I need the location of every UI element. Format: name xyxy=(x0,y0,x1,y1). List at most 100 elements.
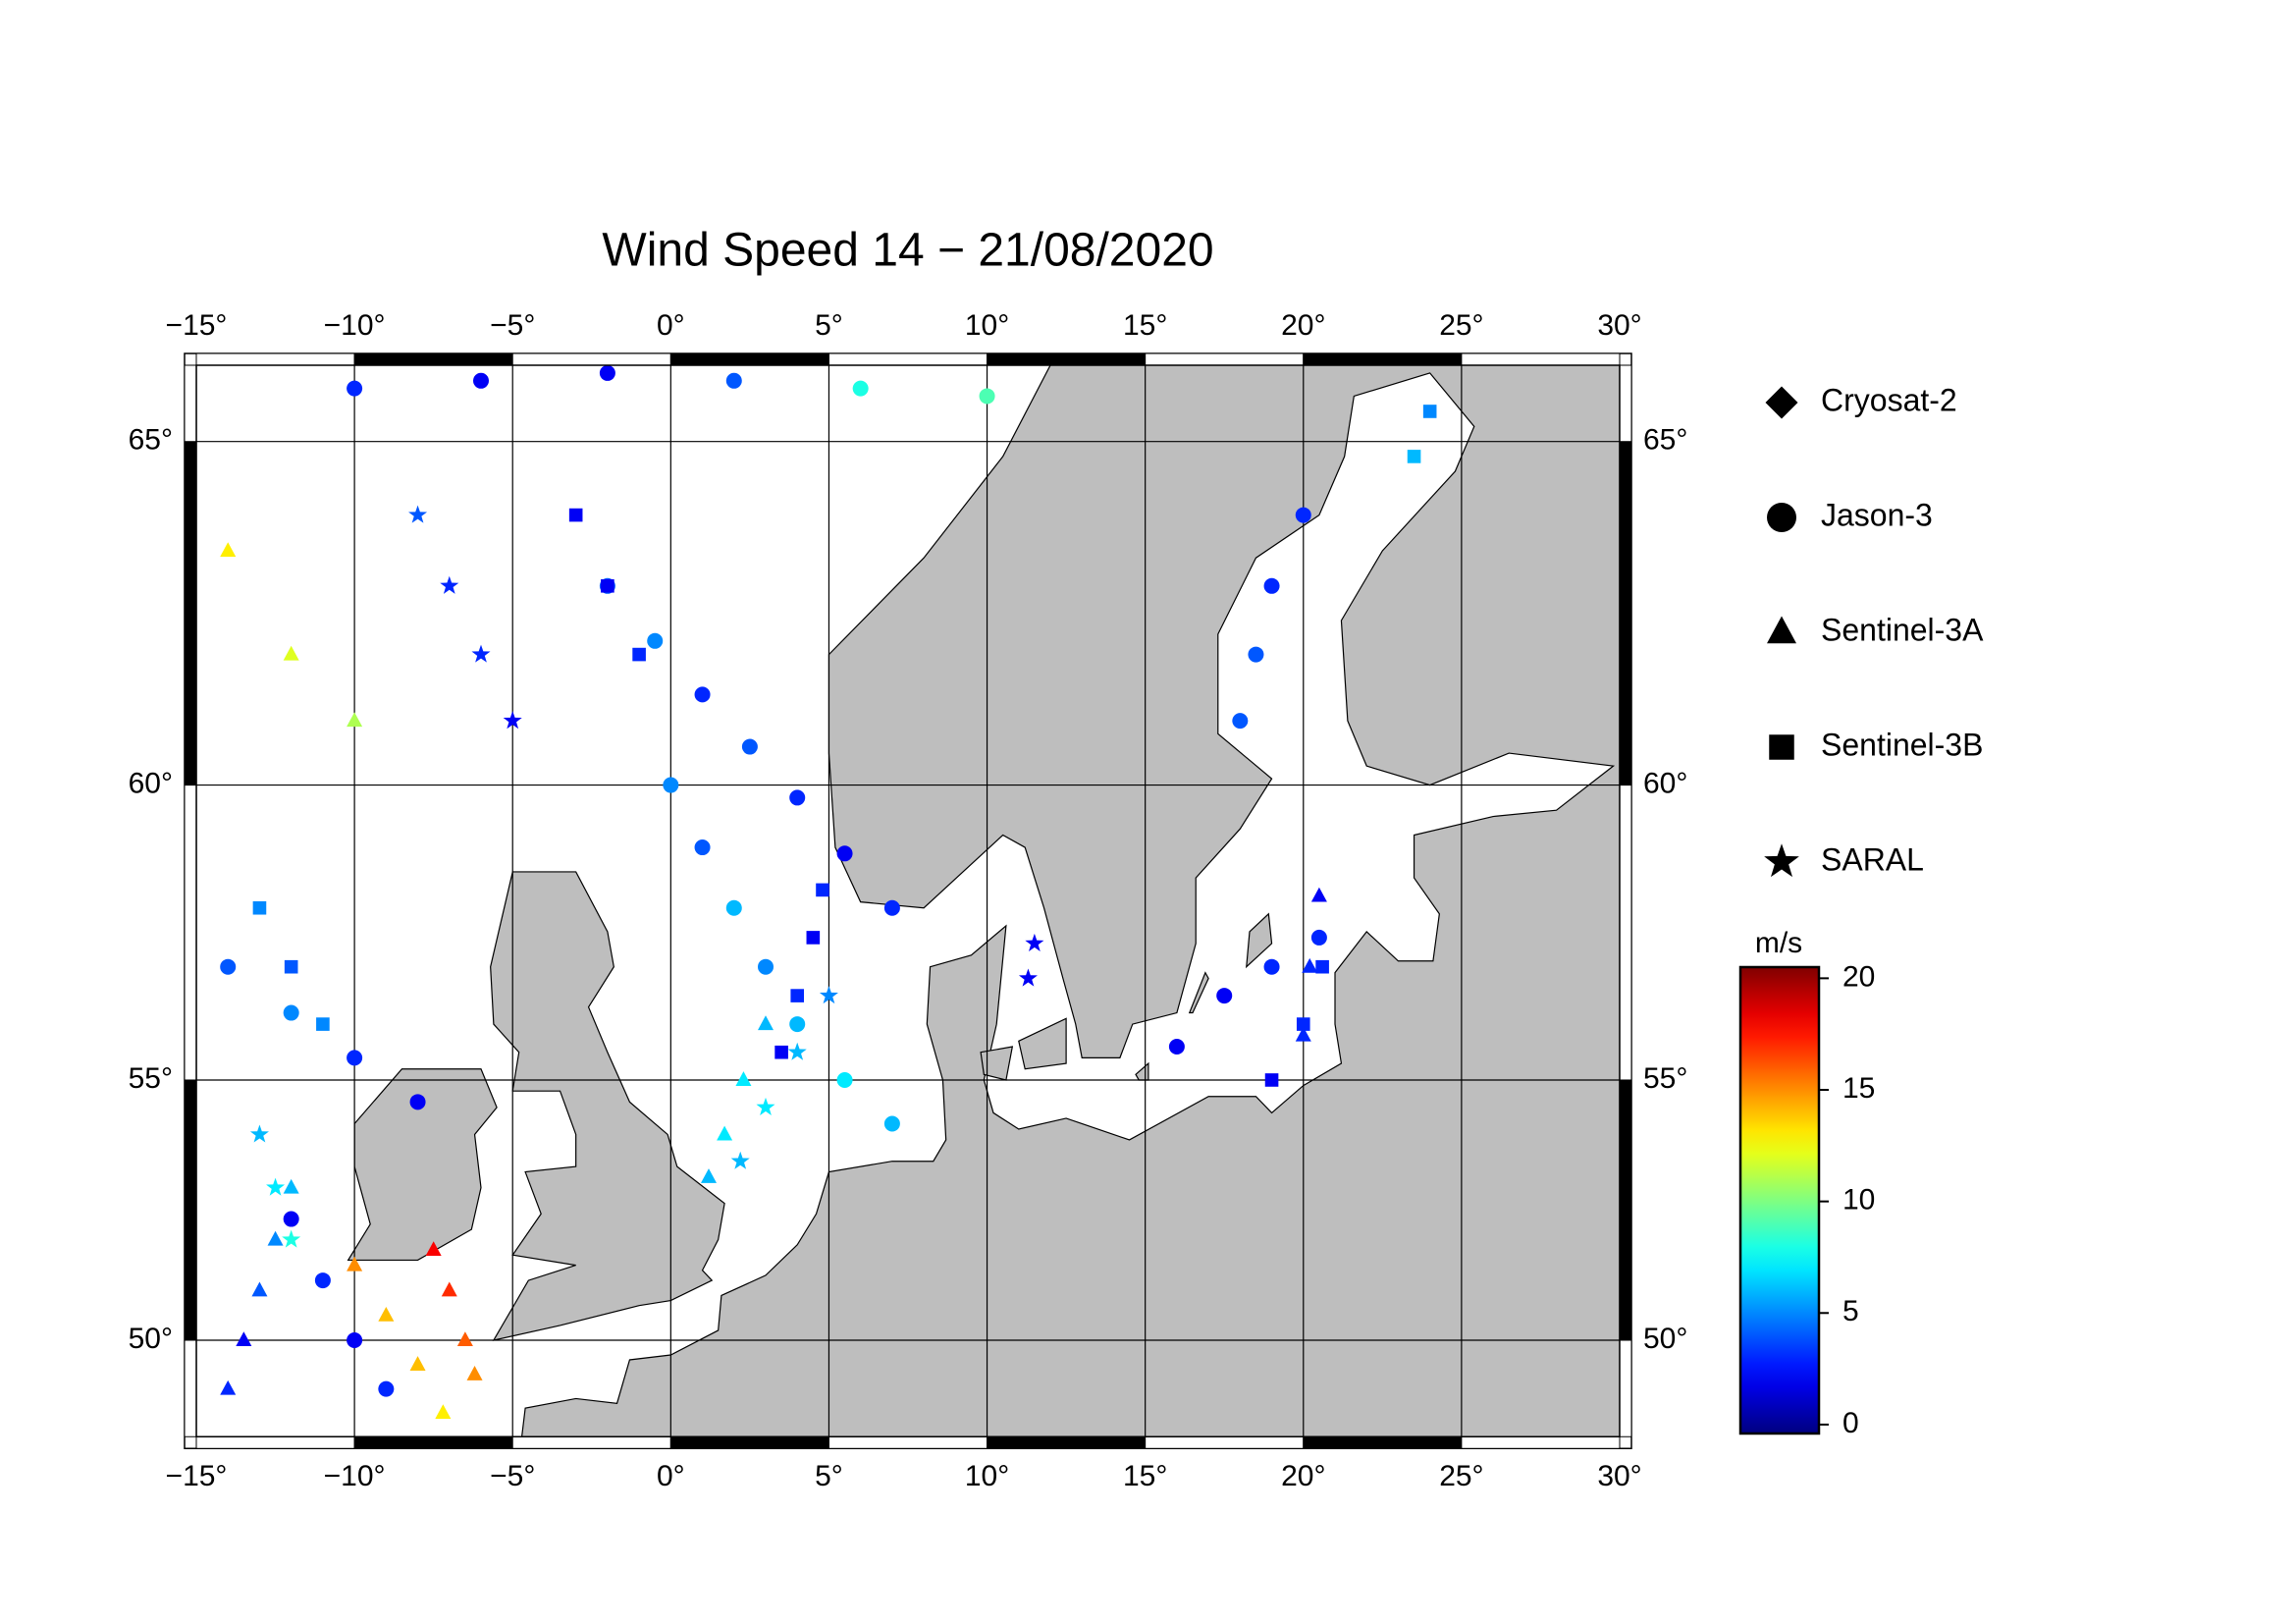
frame-band xyxy=(1619,1339,1632,1437)
observation-point xyxy=(730,1151,750,1169)
legend-marker xyxy=(1765,386,1798,419)
observation-point xyxy=(1232,713,1249,730)
frame-band xyxy=(184,1079,197,1341)
observation-point xyxy=(601,578,614,593)
land-mass xyxy=(1188,971,1209,1014)
colorbar xyxy=(1738,965,1821,1435)
y-tick-label: 55° xyxy=(129,1062,173,1095)
observation-point xyxy=(1310,929,1327,946)
colorbar-tick-label: 20 xyxy=(1842,960,1875,993)
observation-point xyxy=(1263,577,1280,594)
observation-point xyxy=(220,542,237,557)
frame-band xyxy=(184,784,197,1081)
observation-point xyxy=(647,632,664,649)
legend-label: Sentinel-3B xyxy=(1821,727,1983,762)
observation-point xyxy=(314,1272,331,1289)
observation-point xyxy=(735,1071,752,1086)
observation-point xyxy=(284,959,298,974)
observation-point xyxy=(852,380,869,397)
observation-point xyxy=(717,1125,733,1141)
colorbar-tick-label: 15 xyxy=(1842,1072,1875,1105)
y-tick-label: 60° xyxy=(129,767,173,799)
x-tick-label: −5° xyxy=(490,1460,535,1492)
legend-label: Cryosat-2 xyxy=(1821,382,1957,417)
observation-point xyxy=(441,1281,457,1297)
x-tick-label: 25° xyxy=(1439,1460,1483,1492)
observation-point xyxy=(503,711,522,730)
observation-point xyxy=(1295,1026,1311,1042)
observation-point xyxy=(347,1256,363,1271)
frame-band xyxy=(195,1435,355,1449)
frame-band xyxy=(828,1435,988,1449)
y-tick-label: 65° xyxy=(1643,424,1687,457)
observation-point xyxy=(456,1331,473,1347)
x-tick-label: 20° xyxy=(1281,309,1325,342)
x-tick-label: 10° xyxy=(965,1460,1009,1492)
observation-point xyxy=(347,712,363,728)
y-tick-label: 60° xyxy=(1643,767,1687,799)
y-tick-label: 50° xyxy=(129,1323,173,1355)
observation-point xyxy=(1302,957,1318,973)
observation-point xyxy=(819,986,838,1004)
x-tick-label: 10° xyxy=(965,309,1009,342)
observation-point xyxy=(836,1071,853,1088)
observation-point xyxy=(1295,507,1311,523)
x-tick-label: 30° xyxy=(1597,309,1641,342)
observation-point xyxy=(220,958,237,975)
colorbar-label: m/s xyxy=(1755,927,1802,959)
observation-point xyxy=(758,1015,774,1031)
observation-point xyxy=(435,1404,452,1420)
legend-marker xyxy=(1767,616,1796,644)
observation-point xyxy=(1310,887,1327,902)
x-tick-label: 30° xyxy=(1597,1460,1641,1492)
observation-point xyxy=(694,839,711,856)
observation-point xyxy=(283,1211,299,1227)
observation-point xyxy=(883,1115,900,1132)
observation-point xyxy=(1168,1039,1185,1055)
legend-marker xyxy=(1769,734,1794,760)
observation-point xyxy=(408,505,428,523)
observation-point xyxy=(249,1124,269,1143)
observation-point xyxy=(1263,958,1280,975)
observation-point xyxy=(836,845,853,862)
frame-band xyxy=(353,1435,513,1449)
x-tick-label: 0° xyxy=(657,309,685,342)
x-tick-label: 25° xyxy=(1439,309,1483,342)
observation-point xyxy=(568,508,583,522)
map-border xyxy=(195,364,1621,1438)
frame-band xyxy=(353,352,513,366)
x-tick-label: −5° xyxy=(490,309,535,342)
observation-point xyxy=(282,1229,301,1248)
observation-point xyxy=(1264,1073,1279,1087)
x-tick-label: −10° xyxy=(324,1460,386,1492)
frame-band xyxy=(1461,352,1621,366)
observation-point xyxy=(236,1331,252,1347)
frame-band xyxy=(1619,784,1632,1081)
land-mass xyxy=(520,365,1620,1437)
observation-point xyxy=(409,1356,426,1371)
observation-point xyxy=(790,989,805,1002)
observation-point xyxy=(789,789,806,806)
observation-point xyxy=(694,686,711,703)
y-tick-label: 65° xyxy=(129,424,173,457)
frame-band xyxy=(1461,1435,1621,1449)
legend-label: SARAL xyxy=(1821,841,1924,877)
legend-marker xyxy=(1764,843,1799,878)
observation-point xyxy=(701,1168,717,1183)
observation-point xyxy=(220,1380,237,1395)
frame-band xyxy=(1619,364,1632,443)
observation-point xyxy=(378,1380,395,1397)
observation-point xyxy=(741,738,758,755)
frame-band xyxy=(1145,352,1305,366)
observation-point xyxy=(816,883,829,897)
observation-point xyxy=(251,1281,268,1297)
colorbar-tick-label: 0 xyxy=(1842,1407,1859,1439)
observation-point xyxy=(378,1307,395,1322)
legend-label: Jason-3 xyxy=(1821,497,1933,532)
observation-point xyxy=(806,931,821,945)
observation-point xyxy=(471,644,491,663)
observation-point xyxy=(1296,1017,1310,1031)
colorbar-tick-label: 5 xyxy=(1842,1295,1859,1327)
observation-point xyxy=(787,1042,807,1060)
observation-point xyxy=(1422,405,1437,418)
